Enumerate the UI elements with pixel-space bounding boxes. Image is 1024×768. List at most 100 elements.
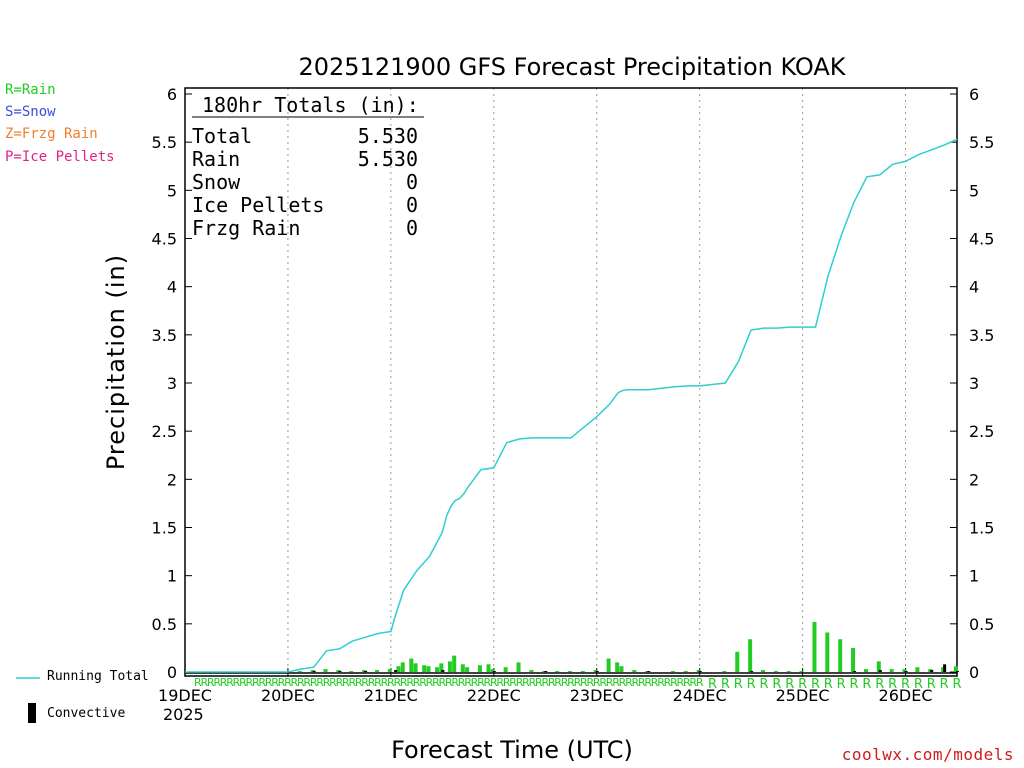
right-y-tick-label: 5.5 [969,133,994,152]
rain-bar [426,666,431,672]
rain-bar [748,639,753,672]
type-marker-r: R [271,676,279,689]
rain-bar [413,663,418,672]
left-y-tick-label: 1.5 [152,519,177,538]
type-marker-r: R [875,677,884,692]
rain-bar [735,651,740,672]
x-tick-label: 21DEC [364,686,418,705]
rain-bar [786,671,791,673]
left-y-tick-label: 4.5 [152,230,177,249]
type-marker-r: R [914,677,923,692]
right-y-tick-label: 6 [969,85,979,104]
type-marker-r: R [265,676,273,689]
type-marker-r: R [785,677,794,692]
type-marker-r: R [772,677,781,692]
rain-bar [954,666,958,672]
rain-bar [387,669,392,672]
rain-bar [529,670,534,672]
totals-box: 180hr Totals (in): Total 5.530 Rain 5.530 Sno… [192,93,424,240]
left-y-tick-label: 5.5 [152,133,177,152]
right-y-tick-label: 3.5 [969,326,994,345]
rain-bars [297,621,958,673]
running-total-line [185,138,958,673]
rain-bar [799,671,804,673]
rain-bar [606,658,611,672]
rain-bar [761,670,765,672]
y-axis-title: Precipitation (in) [102,254,130,470]
type-marker-r: R [901,677,910,692]
right-y-tick-label: 2.5 [969,422,994,441]
type-marker-r: R [329,676,337,689]
type-marker-r: R [734,677,743,692]
legend-rain: R=Rain [5,82,56,98]
type-marker-r: R [759,677,768,692]
rain-bar [632,670,637,672]
left-y-tick-label: 3 [167,374,177,393]
rain-bar [460,664,465,672]
x-tick-label: 24DEC [673,686,727,705]
rain-bar [863,669,868,672]
type-marker-r: R [477,676,485,689]
rain-bar [439,663,444,672]
type-marker-r: R [837,677,846,692]
type-marker-r: R [580,676,588,689]
rain-bar [362,670,367,672]
type-marker-r: R [439,676,447,689]
left-y-tick-label: 2.5 [152,422,177,441]
type-marker-r: R [548,676,556,689]
type-marker-r: R [226,676,234,689]
rain-bar [452,655,457,672]
type-marker-r: R [387,676,395,689]
type-marker-r: R [862,677,871,692]
right-y-tick-label: 0 [969,663,979,682]
rain-bar [619,666,624,672]
rain-bar [773,671,778,673]
rain-bar [447,661,452,672]
totals-row-value: 0 [406,193,418,217]
rain-bar [593,670,598,672]
type-marker-r: R [683,676,691,689]
left-y-tick-label: 2 [167,470,177,489]
rain-bar [336,670,341,672]
totals-row-label: Ice Pellets [192,193,324,217]
type-marker-r: R [632,676,640,689]
rain-bar [486,664,491,672]
convective-bar [394,670,398,672]
type-marker-r: R [606,676,614,689]
type-marker-r: R [233,676,241,689]
convective-bar [441,670,445,672]
type-marker-r: R [696,676,704,689]
type-marker-r: R [342,676,350,689]
rain-bar [580,671,585,673]
convective-bar [595,671,599,673]
right-y-tick-label: 4.5 [969,230,994,249]
x-axis-title: Forecast Time (UTC) [391,736,633,764]
type-marker-r: R [651,676,659,689]
convective-legend-swatch [28,703,36,723]
rain-bar [838,639,843,672]
rain-bar [409,658,414,672]
type-marker-r: R [619,676,627,689]
type-marker-r: R [252,676,260,689]
gridlines [287,88,907,676]
type-marker-r: R [246,676,254,689]
type-marker-r: R [850,677,859,692]
legend-convective: Convective [47,706,126,721]
rain-bar [465,667,470,672]
right-y-tick-label: 5 [969,181,979,200]
type-marker-r: R [522,676,530,689]
precip-type-markers: RRRRRRRRRRRRRRRRRRRRRRRRRRRRRRRRRRRRRRRR… [194,676,961,692]
rain-bar [825,632,830,672]
type-marker-r: R [586,676,594,689]
type-marker-r: R [509,676,517,689]
type-marker-r: R [554,676,562,689]
legend-frzg-rain: Z=Frzg Rain [5,126,98,142]
left-y-tick-label: 1 [167,567,177,586]
right-y-tick-label: 1 [969,567,979,586]
convective-bar [647,671,651,673]
rain-bar [670,671,675,673]
type-marker-r: R [458,676,466,689]
legend-ice-pellets: P=Ice Pellets [5,149,115,165]
convective-bar [943,664,947,672]
